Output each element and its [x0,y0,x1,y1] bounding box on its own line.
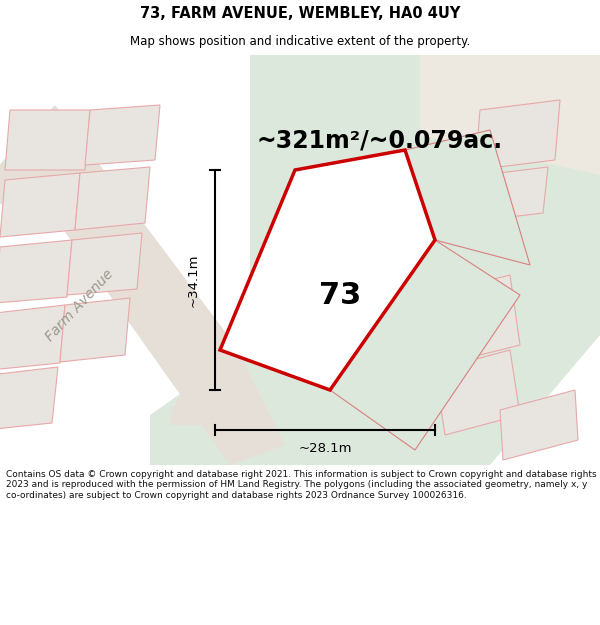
Polygon shape [405,130,530,265]
Polygon shape [500,390,578,460]
Polygon shape [0,173,80,237]
Polygon shape [435,350,520,435]
Polygon shape [0,105,285,465]
Polygon shape [67,233,142,295]
Polygon shape [5,110,90,170]
Text: 73: 73 [319,281,361,309]
Text: 73, FARM AVENUE, WEMBLEY, HA0 4UY: 73, FARM AVENUE, WEMBLEY, HA0 4UY [140,6,460,21]
Polygon shape [85,105,160,165]
Text: Farm Avenue: Farm Avenue [43,266,116,344]
Polygon shape [220,150,435,390]
Wedge shape [170,380,260,425]
Text: ~34.1m: ~34.1m [187,253,199,307]
Polygon shape [150,55,600,465]
Text: Map shows position and indicative extent of the property.: Map shows position and indicative extent… [130,35,470,48]
Polygon shape [475,100,560,170]
Polygon shape [477,167,548,221]
Text: Contains OS data © Crown copyright and database right 2021. This information is : Contains OS data © Crown copyright and d… [6,470,596,499]
Polygon shape [0,240,72,303]
Polygon shape [0,367,58,430]
Polygon shape [330,240,520,450]
Polygon shape [75,167,150,230]
Polygon shape [60,298,130,362]
Polygon shape [420,55,600,175]
Polygon shape [430,275,520,365]
Text: ~321m²/~0.079ac.: ~321m²/~0.079ac. [257,128,503,152]
Polygon shape [0,305,65,370]
Text: ~28.1m: ~28.1m [298,441,352,454]
